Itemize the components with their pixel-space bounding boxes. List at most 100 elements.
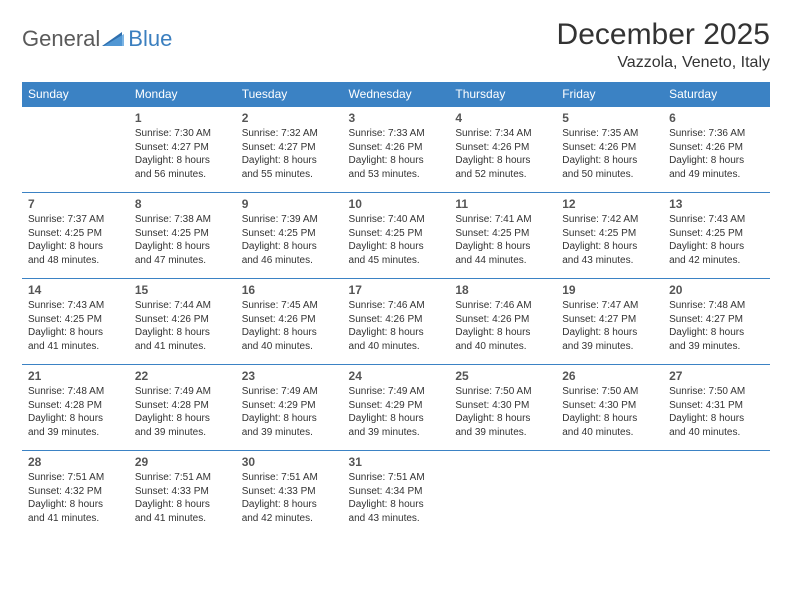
daylight-line: and 53 minutes. [349, 168, 444, 182]
calendar-week-row: 14Sunrise: 7:43 AMSunset: 4:25 PMDayligh… [22, 279, 770, 365]
daylight-line: and 39 minutes. [242, 426, 337, 440]
daylight-line: and 41 minutes. [28, 512, 123, 526]
sunrise-line: Sunrise: 7:48 AM [669, 299, 764, 313]
sunset-line: Sunset: 4:26 PM [242, 313, 337, 327]
sunrise-line: Sunrise: 7:35 AM [562, 127, 657, 141]
day-number: 17 [349, 283, 444, 297]
daylight-line: and 39 minutes. [349, 426, 444, 440]
daylight-line: Daylight: 8 hours [349, 326, 444, 340]
sunrise-line: Sunrise: 7:51 AM [135, 471, 230, 485]
calendar-day-cell: 26Sunrise: 7:50 AMSunset: 4:30 PMDayligh… [556, 365, 663, 451]
calendar-day-cell: 18Sunrise: 7:46 AMSunset: 4:26 PMDayligh… [449, 279, 556, 365]
day-number: 15 [135, 283, 230, 297]
sunset-line: Sunset: 4:33 PM [135, 485, 230, 499]
day-header: Tuesday [236, 82, 343, 107]
sunset-line: Sunset: 4:26 PM [455, 141, 550, 155]
day-header: Saturday [663, 82, 770, 107]
calendar-body: 1Sunrise: 7:30 AMSunset: 4:27 PMDaylight… [22, 107, 770, 537]
daylight-line: and 43 minutes. [349, 512, 444, 526]
calendar-day-cell: 12Sunrise: 7:42 AMSunset: 4:25 PMDayligh… [556, 193, 663, 279]
sunset-line: Sunset: 4:27 PM [135, 141, 230, 155]
calendar-day-cell: 19Sunrise: 7:47 AMSunset: 4:27 PMDayligh… [556, 279, 663, 365]
day-number: 13 [669, 197, 764, 211]
day-number: 22 [135, 369, 230, 383]
sunrise-line: Sunrise: 7:32 AM [242, 127, 337, 141]
day-number: 5 [562, 111, 657, 125]
sunrise-line: Sunrise: 7:49 AM [242, 385, 337, 399]
sunrise-line: Sunrise: 7:50 AM [669, 385, 764, 399]
daylight-line: Daylight: 8 hours [562, 412, 657, 426]
daylight-line: and 41 minutes. [28, 340, 123, 354]
sunrise-line: Sunrise: 7:46 AM [455, 299, 550, 313]
day-header: Monday [129, 82, 236, 107]
sunrise-line: Sunrise: 7:45 AM [242, 299, 337, 313]
day-number: 8 [135, 197, 230, 211]
sunrise-line: Sunrise: 7:46 AM [349, 299, 444, 313]
daylight-line: Daylight: 8 hours [349, 498, 444, 512]
sunrise-line: Sunrise: 7:49 AM [349, 385, 444, 399]
sunrise-line: Sunrise: 7:34 AM [455, 127, 550, 141]
sunrise-line: Sunrise: 7:36 AM [669, 127, 764, 141]
brand-text-2: Blue [128, 26, 172, 52]
calendar-day-cell: 5Sunrise: 7:35 AMSunset: 4:26 PMDaylight… [556, 107, 663, 193]
daylight-line: and 47 minutes. [135, 254, 230, 268]
calendar-day-cell: 30Sunrise: 7:51 AMSunset: 4:33 PMDayligh… [236, 451, 343, 537]
daylight-line: Daylight: 8 hours [28, 412, 123, 426]
daylight-line: Daylight: 8 hours [669, 412, 764, 426]
calendar-day-cell: 28Sunrise: 7:51 AMSunset: 4:32 PMDayligh… [22, 451, 129, 537]
day-number: 2 [242, 111, 337, 125]
daylight-line: Daylight: 8 hours [455, 326, 550, 340]
daylight-line: Daylight: 8 hours [28, 326, 123, 340]
daylight-line: Daylight: 8 hours [562, 326, 657, 340]
calendar-week-row: 7Sunrise: 7:37 AMSunset: 4:25 PMDaylight… [22, 193, 770, 279]
daylight-line: and 41 minutes. [135, 340, 230, 354]
calendar-week-row: 28Sunrise: 7:51 AMSunset: 4:32 PMDayligh… [22, 451, 770, 537]
day-number: 9 [242, 197, 337, 211]
sunset-line: Sunset: 4:29 PM [349, 399, 444, 413]
sunset-line: Sunset: 4:27 PM [669, 313, 764, 327]
brand-text-1: General [22, 26, 100, 52]
calendar-day-cell: 3Sunrise: 7:33 AMSunset: 4:26 PMDaylight… [343, 107, 450, 193]
daylight-line: and 40 minutes. [562, 426, 657, 440]
month-title: December 2025 [557, 18, 770, 52]
daylight-line: Daylight: 8 hours [28, 498, 123, 512]
sunrise-line: Sunrise: 7:50 AM [455, 385, 550, 399]
sunrise-line: Sunrise: 7:33 AM [349, 127, 444, 141]
daylight-line: Daylight: 8 hours [242, 412, 337, 426]
daylight-line: and 40 minutes. [455, 340, 550, 354]
daylight-line: and 42 minutes. [242, 512, 337, 526]
daylight-line: and 40 minutes. [242, 340, 337, 354]
daylight-line: and 40 minutes. [349, 340, 444, 354]
day-number: 21 [28, 369, 123, 383]
daylight-line: and 50 minutes. [562, 168, 657, 182]
day-number: 18 [455, 283, 550, 297]
calendar-day-cell: 2Sunrise: 7:32 AMSunset: 4:27 PMDaylight… [236, 107, 343, 193]
daylight-line: Daylight: 8 hours [349, 240, 444, 254]
sunrise-line: Sunrise: 7:40 AM [349, 213, 444, 227]
calendar-day-cell: 21Sunrise: 7:48 AMSunset: 4:28 PMDayligh… [22, 365, 129, 451]
day-number: 7 [28, 197, 123, 211]
sunset-line: Sunset: 4:25 PM [28, 227, 123, 241]
day-number: 12 [562, 197, 657, 211]
daylight-line: and 42 minutes. [669, 254, 764, 268]
day-number: 31 [349, 455, 444, 469]
sunset-line: Sunset: 4:25 PM [669, 227, 764, 241]
daylight-line: Daylight: 8 hours [135, 240, 230, 254]
sunset-line: Sunset: 4:26 PM [669, 141, 764, 155]
daylight-line: and 56 minutes. [135, 168, 230, 182]
daylight-line: Daylight: 8 hours [349, 154, 444, 168]
sunrise-line: Sunrise: 7:48 AM [28, 385, 123, 399]
calendar-day-cell: 25Sunrise: 7:50 AMSunset: 4:30 PMDayligh… [449, 365, 556, 451]
sunset-line: Sunset: 4:26 PM [562, 141, 657, 155]
calendar-week-row: 21Sunrise: 7:48 AMSunset: 4:28 PMDayligh… [22, 365, 770, 451]
calendar-day-cell: 16Sunrise: 7:45 AMSunset: 4:26 PMDayligh… [236, 279, 343, 365]
daylight-line: and 49 minutes. [669, 168, 764, 182]
daylight-line: and 45 minutes. [349, 254, 444, 268]
calendar-week-row: 1Sunrise: 7:30 AMSunset: 4:27 PMDaylight… [22, 107, 770, 193]
day-header: Friday [556, 82, 663, 107]
day-number: 20 [669, 283, 764, 297]
day-number: 1 [135, 111, 230, 125]
day-number: 4 [455, 111, 550, 125]
sunset-line: Sunset: 4:25 PM [349, 227, 444, 241]
day-header: Sunday [22, 82, 129, 107]
